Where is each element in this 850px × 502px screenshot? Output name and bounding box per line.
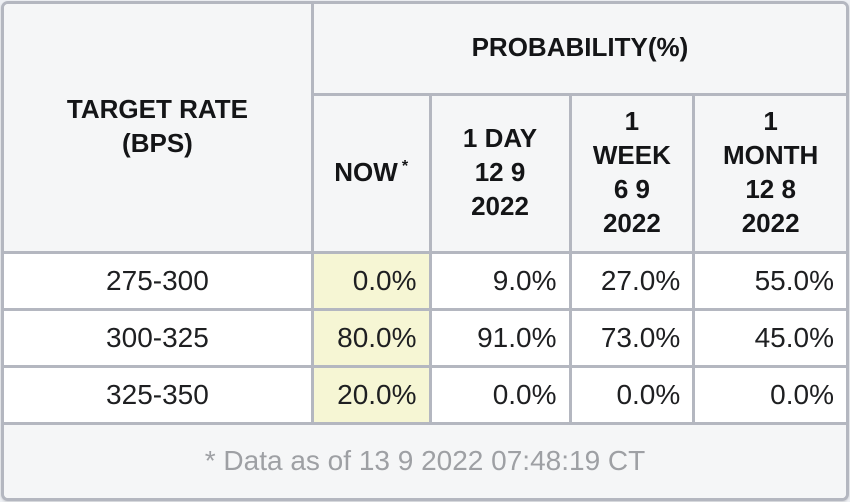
one-month-value-cell: 55.0% — [692, 250, 846, 311]
one-month-value-cell: 0.0% — [692, 364, 846, 425]
one-day-value-cell: 91.0% — [428, 307, 572, 368]
footnote-row: * Data as of 13 9 2022 07:48:19 CT — [4, 421, 846, 498]
one-month-value-cell: 45.0% — [692, 307, 846, 368]
table-row: 325-350 20.0% 0.0% 0.0% 0.0% — [4, 364, 846, 425]
target-rate-cell: 300-325 — [4, 307, 314, 368]
table-row: 275-300 0.0% 9.0% 27.0% 55.0% — [4, 250, 846, 311]
now-label: NOW — [334, 157, 398, 188]
data-as-of-footnote: * Data as of 13 9 2022 07:48:19 CT — [4, 421, 846, 498]
one-day-value-cell: 9.0% — [428, 250, 572, 311]
table-row: 300-325 80.0% 91.0% 73.0% 45.0% — [4, 307, 846, 368]
now-value-cell: 20.0% — [310, 364, 432, 425]
now-value-cell: 80.0% — [310, 307, 432, 368]
group-header-row: TARGET RATE (BPS) PROBABILITY(%) — [4, 4, 846, 254]
now-value-cell: 0.0% — [310, 250, 432, 311]
probability-group-header-cell: PROBABILITY(%) — [310, 4, 846, 96]
one-day-value-cell: 0.0% — [428, 364, 572, 425]
column-header-1-month: 1 MONTH 12 8 2022 — [692, 92, 846, 254]
column-header-now: NOW * — [310, 92, 432, 254]
one-week-value-cell: 73.0% — [568, 307, 696, 368]
column-header-row: NOW * 1 DAY 12 9 2022 1 WEEK 6 9 2022 1 M… — [4, 92, 846, 254]
now-footnote-marker: * — [401, 157, 409, 176]
one-week-value-cell: 27.0% — [568, 250, 696, 311]
target-rate-cell: 275-300 — [4, 250, 314, 311]
target-rate-header-cell: TARGET RATE (BPS) — [4, 4, 314, 254]
column-header-1-week: 1 WEEK 6 9 2022 — [568, 92, 696, 254]
column-header-1-day: 1 DAY 12 9 2022 — [428, 92, 572, 254]
one-week-value-cell: 0.0% — [568, 364, 696, 425]
target-rate-cell: 325-350 — [4, 364, 314, 425]
probability-table: TARGET RATE (BPS) PROBABILITY(%) NOW * 1 … — [4, 4, 846, 498]
